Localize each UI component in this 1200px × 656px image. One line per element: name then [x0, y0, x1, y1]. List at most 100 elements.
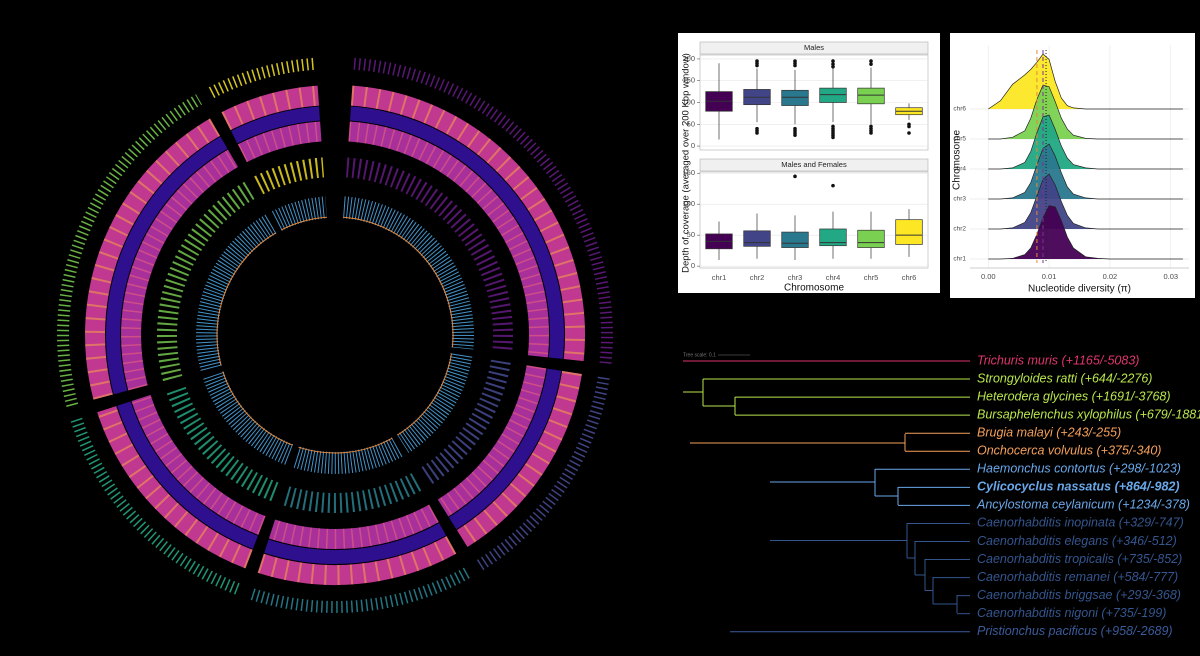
taxon-label: Haemonchus contortus (+298/-1023) — [977, 462, 1181, 476]
coverage-line — [396, 353, 473, 453]
y-tick-label: 50 — [687, 230, 695, 239]
y-tick-label: 200 — [682, 54, 695, 63]
coverage-line — [291, 437, 403, 474]
coverage-baseline — [298, 437, 393, 454]
heatmap-band — [257, 536, 457, 586]
ridge — [988, 173, 1183, 230]
scatter-ring — [475, 376, 610, 571]
heatmap-stripes — [85, 118, 221, 400]
scatter-ring — [345, 157, 513, 354]
heatmap-band — [448, 368, 562, 530]
box — [895, 219, 923, 245]
outlier — [907, 124, 911, 129]
y-tick-label: chr4 — [953, 166, 966, 173]
heatmap-band — [106, 136, 228, 395]
scatter-ring — [57, 94, 203, 407]
y-tick-label: chr1 — [953, 256, 966, 263]
outlier — [831, 64, 835, 69]
x-tick-label: 0.01 — [1042, 272, 1057, 281]
panel-title: Males — [804, 43, 824, 52]
tree-scale-label: Tree scale: 0.1 — [683, 352, 716, 358]
outlier — [869, 59, 873, 63]
x-tick-label: chr6 — [902, 273, 917, 282]
taxon-label: Onchocerca volvulus (+375/-340) — [977, 444, 1161, 458]
y-axis-label: Chromosome — [952, 130, 963, 190]
taxon-label: Caenorhabditis remanei (+584/-777) — [977, 570, 1178, 584]
x-tick-label: chr3 — [788, 273, 803, 282]
panel-title: Males and Females — [781, 160, 847, 169]
taxon-label: Cylicocyclus nassatus (+864/-982) — [977, 480, 1180, 494]
ridge — [988, 84, 1183, 140]
scatter-ring — [70, 417, 240, 595]
heatmap-stripes — [437, 365, 547, 517]
ridge — [988, 114, 1183, 170]
heatmap-band — [117, 401, 258, 549]
ridge — [988, 205, 1183, 260]
box — [819, 87, 847, 103]
taxon-label: Trichuris muris (+1165/-5083) — [977, 353, 1139, 367]
heatmap-band — [268, 504, 439, 549]
x-tick-label: chr4 — [826, 273, 841, 282]
y-tick-label: 100 — [682, 97, 695, 106]
y-tick-label: 150 — [682, 168, 695, 177]
heatmap-stripes — [348, 121, 550, 358]
coverage-baseline — [216, 232, 277, 366]
x-tick-label: 0.02 — [1103, 272, 1118, 281]
y-tick-label: 0 — [691, 261, 695, 270]
y-axis-label: Depth of coverage (averaged over 200 Kbp… — [681, 53, 692, 273]
coverage-line — [202, 370, 294, 465]
outlier — [831, 135, 835, 140]
ridge — [988, 53, 1183, 110]
heatmap-stripes — [121, 149, 239, 391]
x-tick-label: 0.00 — [981, 272, 996, 281]
taxon-label: Heterodera glycines (+1691/-3768) — [977, 389, 1171, 403]
coverage-baseline — [397, 353, 452, 436]
outlier — [793, 133, 797, 137]
coverage-line — [196, 214, 277, 371]
outlier — [793, 174, 797, 179]
y-tick-label: chr3 — [953, 196, 966, 203]
coverage-line — [342, 196, 474, 350]
heatmap-band — [221, 85, 320, 131]
heatmap-band — [264, 523, 446, 564]
x-tick-label: chr1 — [712, 273, 727, 282]
taxon-label: Caenorhabditis briggsae (+293/-368) — [977, 588, 1181, 602]
y-tick-label: chr6 — [953, 106, 966, 113]
heatmap-band — [350, 85, 586, 362]
plot-area — [699, 171, 929, 269]
coverage-baseline — [281, 216, 327, 231]
ridge-fill — [988, 205, 1183, 259]
x-axis-label: Chromosome — [784, 283, 844, 294]
box — [781, 231, 809, 248]
taxon-label: Caenorhabditis inopinata (+329/-747) — [977, 516, 1184, 530]
heatmap-band — [231, 106, 321, 144]
coverage-line — [271, 196, 328, 231]
outlier — [831, 62, 835, 66]
box — [781, 89, 809, 106]
heatmap-band — [350, 106, 565, 359]
x-tick-label: 0.03 — [1163, 272, 1178, 281]
outlier — [907, 131, 911, 135]
y-tick-label: 150 — [682, 76, 695, 85]
scatter-ring — [280, 473, 422, 513]
outlier — [755, 131, 759, 135]
scatter-ring — [418, 359, 511, 486]
taxon-label: Bursaphelenchus xylophilus (+679/-1881) — [977, 407, 1200, 421]
outlier — [831, 59, 835, 63]
taxon-label: Caenorhabditis elegans (+346/-512) — [977, 534, 1177, 548]
taxon-label: Pristionchus pacificus (+958/-2689) — [977, 624, 1173, 638]
outlier — [869, 131, 873, 135]
scatter-ring — [156, 180, 257, 382]
outlier — [869, 62, 873, 66]
box — [857, 87, 885, 105]
y-tick-label: chr2 — [953, 226, 966, 233]
taxon-label: Brugia malayi (+243/-255) — [977, 425, 1121, 439]
taxon-label: Strongyloides ratti (+644/-2276) — [977, 371, 1152, 385]
ridge — [988, 143, 1183, 200]
box — [819, 228, 847, 247]
strip — [699, 158, 929, 172]
taxon-label: Caenorhabditis nigoni (+735/-199) — [977, 606, 1166, 620]
x-axis-label: Nucleotide diversity (π) — [1028, 284, 1131, 295]
taxon-label: Caenorhabditis tropicalis (+735/-852) — [977, 552, 1182, 566]
